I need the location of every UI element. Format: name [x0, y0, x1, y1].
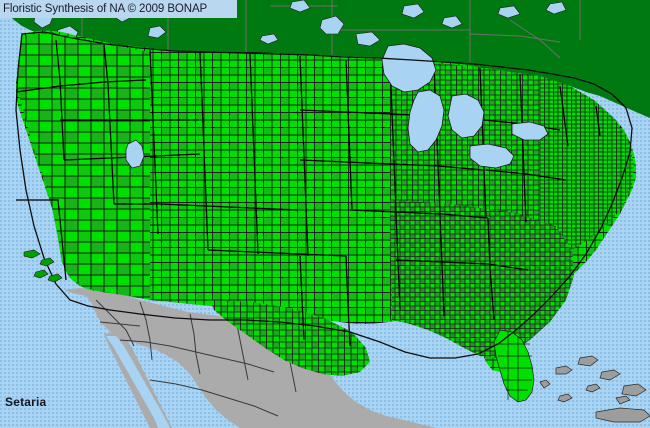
small-island-8 [615, 395, 631, 405]
florida-county-lines [496, 332, 533, 402]
us-west-counties [18, 32, 150, 300]
caribbean-islands [539, 355, 650, 423]
bahama-island-4 [621, 383, 647, 397]
cuba-island [595, 407, 650, 423]
bahama-island-6 [557, 393, 573, 403]
bahama-island-3 [599, 369, 621, 381]
map-title-text: Floristic Synthesis of NA © 2009 BONAP [3, 2, 208, 15]
great-lakes [381, 43, 549, 169]
lake-ontario [511, 121, 549, 141]
channel-islands [23, 249, 63, 283]
gulf-of-california [106, 336, 170, 428]
lake-superior [381, 43, 437, 93]
us-state-borders [15, 39, 601, 347]
region-united-states [15, 30, 636, 403]
taxon-name-label: Setaria [5, 395, 47, 409]
bahama-island-5 [585, 383, 601, 393]
bahama-island-2 [577, 355, 599, 367]
region-mexico [64, 288, 436, 428]
lake-erie [469, 143, 515, 169]
us-coastline [15, 31, 633, 359]
us-texas-counties [210, 300, 370, 376]
bahama-island-1 [555, 365, 573, 375]
small-island-7 [539, 379, 551, 389]
great-salt-lake [125, 139, 145, 169]
mexico-landmass [64, 288, 436, 428]
us-northeast-counties [540, 76, 634, 268]
lake-michigan [407, 89, 445, 153]
map-title-banner: Floristic Synthesis of NA © 2009 BONAP [0, 0, 237, 18]
lake-huron [447, 93, 485, 139]
us-plains-counties [150, 50, 390, 320]
us-southeast-counties [390, 200, 574, 358]
